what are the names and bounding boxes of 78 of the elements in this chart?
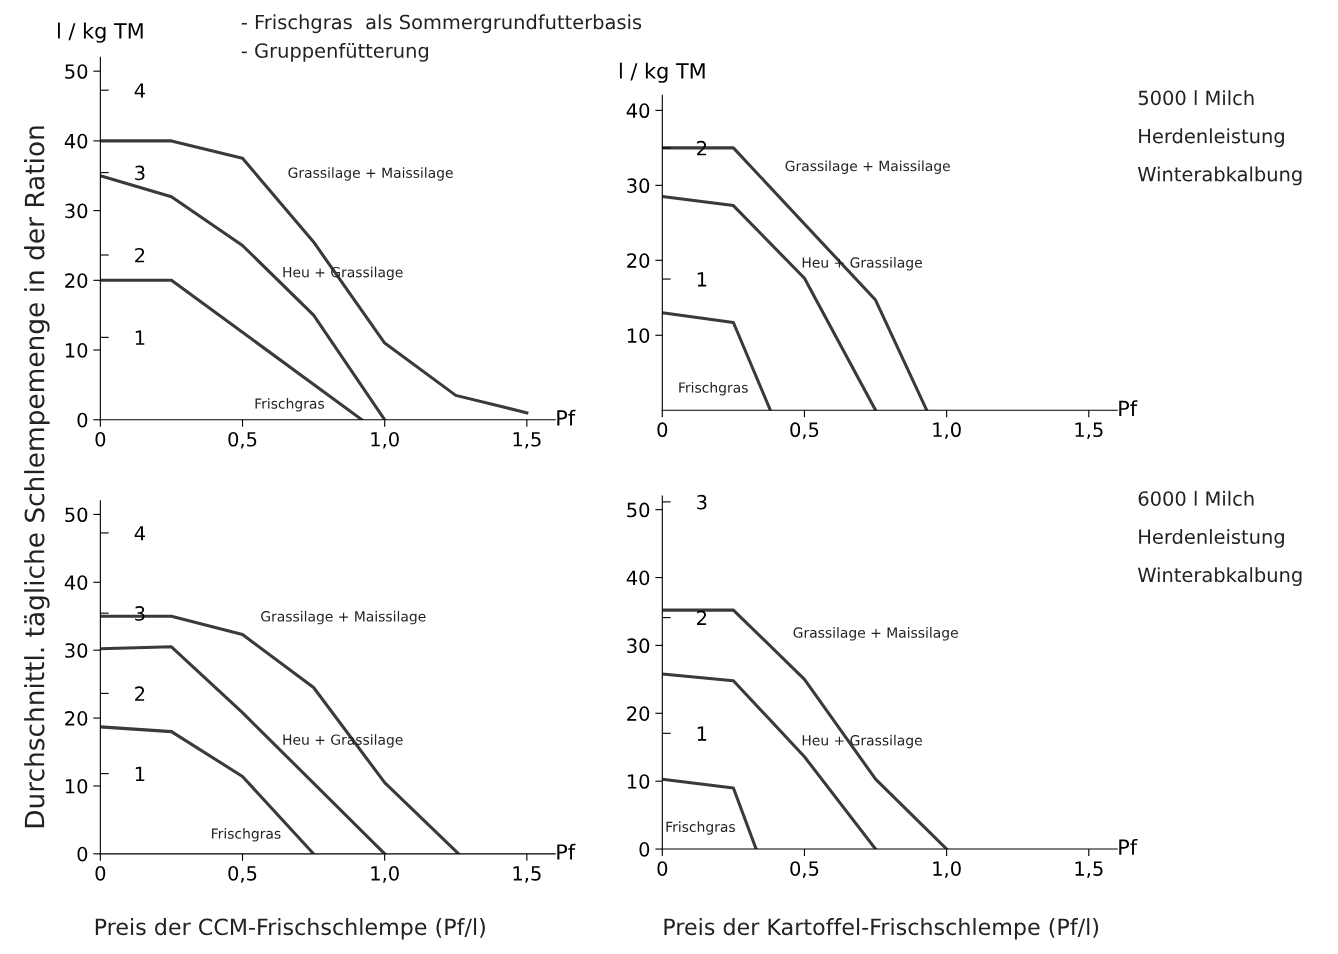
series-label: Grassilage + Maissilage bbox=[288, 167, 453, 181]
x-axis-title: Pf bbox=[1119, 838, 1138, 855]
x-tick-label: 0 bbox=[95, 865, 106, 881]
y-tick-label: 40 bbox=[626, 103, 650, 119]
line-series bbox=[100, 725, 316, 854]
y-tick-label: 10 bbox=[65, 343, 88, 358]
text: Winterabkalbung bbox=[1137, 166, 1302, 186]
x-tick-label: 1,0 bbox=[933, 861, 961, 878]
y2-tick-label: 1 bbox=[135, 766, 145, 781]
y2-tick-label: 2 bbox=[135, 247, 145, 263]
y-tick-label: 20 bbox=[65, 273, 88, 288]
y-tick-label: 50 bbox=[65, 507, 88, 523]
series-label: Heu + Grassilage bbox=[802, 734, 922, 749]
text: Winterabkalbung bbox=[1137, 567, 1302, 586]
y-tick-label: 30 bbox=[65, 203, 88, 219]
y2-tick-label: 1 bbox=[697, 726, 707, 741]
y2-tick-label: 1 bbox=[135, 330, 145, 345]
y2-tick-label: 4 bbox=[134, 526, 145, 541]
y-tick-label: 20 bbox=[627, 253, 650, 268]
x-tick-label: 1,0 bbox=[371, 865, 399, 883]
y-axis-title: l / kg TM bbox=[619, 62, 705, 83]
x-tick-label: 1,5 bbox=[513, 866, 541, 883]
text: Preis der CCM-Frischschlempe (Pf/l) bbox=[95, 918, 485, 940]
series-label: Frischgras bbox=[666, 821, 735, 835]
series-label: Frischgras bbox=[255, 398, 324, 412]
x-tick-label: 1,5 bbox=[1075, 861, 1103, 878]
y-tick-label: 30 bbox=[627, 178, 650, 194]
y-tick-label: 0 bbox=[77, 412, 88, 428]
line-series bbox=[100, 139, 529, 415]
x-axis-title: Pf bbox=[1119, 400, 1138, 416]
x-tick-label: 0 bbox=[95, 431, 106, 447]
y-tick-label: 20 bbox=[627, 706, 650, 721]
x-tick-label: 1,0 bbox=[933, 422, 961, 440]
y-tick-label: 50 bbox=[627, 502, 650, 518]
y-axis-title: l / kg TM bbox=[57, 22, 143, 43]
y-tick-label: 10 bbox=[65, 778, 88, 794]
y-tick-label: 20 bbox=[65, 711, 88, 726]
y-tick-label: 30 bbox=[65, 643, 88, 658]
x-tick-label: 0 bbox=[657, 422, 668, 438]
x-tick-label: 0 bbox=[657, 861, 668, 876]
y2-tick-label: 4 bbox=[134, 83, 145, 98]
text: Durchschnittl. tägliche Schlempemenge in der Ration bbox=[24, 126, 50, 828]
y2-tick-label: 1 bbox=[697, 272, 707, 287]
x-tick-label: 0,5 bbox=[228, 431, 257, 449]
text: Herdenleistung bbox=[1139, 128, 1284, 148]
x-tick-label: 0,5 bbox=[228, 865, 257, 883]
y-tick-label: 0 bbox=[639, 842, 650, 857]
series-label: Grassilage + Maissilage bbox=[785, 160, 950, 174]
y2-tick-label: 2 bbox=[697, 140, 707, 156]
series-label: Grassilage + Maissilage bbox=[793, 627, 958, 641]
y2-tick-label: 2 bbox=[697, 610, 707, 625]
y2-tick-label: 3 bbox=[697, 494, 707, 510]
y-tick-label: 10 bbox=[627, 774, 650, 789]
y-tick-label: 10 bbox=[627, 328, 650, 343]
y-tick-label: 0 bbox=[77, 846, 88, 862]
y2-tick-label: 3 bbox=[135, 165, 145, 181]
text: Herdenleistung bbox=[1139, 529, 1284, 548]
x-tick-label: 1,5 bbox=[513, 432, 541, 449]
x-axis-title: Pf bbox=[557, 843, 576, 860]
text: - Frischgras als Sommergrundfutterbasis bbox=[241, 14, 642, 34]
text: 5000 l Milch bbox=[1138, 90, 1254, 106]
y-tick-label: 30 bbox=[627, 638, 650, 654]
text: 6000 l Milch bbox=[1138, 490, 1254, 506]
x-tick-label: 1,0 bbox=[371, 431, 399, 449]
series-label: Frischgras bbox=[679, 382, 748, 396]
series-label: Frischgras bbox=[212, 828, 281, 842]
x-tick-label: 1,5 bbox=[1075, 422, 1103, 440]
x-axis-title: Pf bbox=[557, 409, 576, 426]
y-tick-label: 50 bbox=[65, 64, 88, 79]
y-tick-label: 40 bbox=[626, 570, 650, 586]
x-tick-label: 0,5 bbox=[790, 861, 819, 878]
x-tick-label: 0,5 bbox=[790, 422, 819, 440]
text: Preis der Kartoffel-Frischschlempe (Pf/l) bbox=[664, 918, 1099, 940]
y-tick-label: 40 bbox=[64, 133, 88, 149]
annotation: - Gruppenfütterung bbox=[241, 42, 428, 62]
series-label: Grassilage + Maissilage bbox=[261, 610, 426, 625]
y-tick-label: 40 bbox=[64, 575, 88, 590]
y2-tick-label: 2 bbox=[135, 686, 145, 701]
